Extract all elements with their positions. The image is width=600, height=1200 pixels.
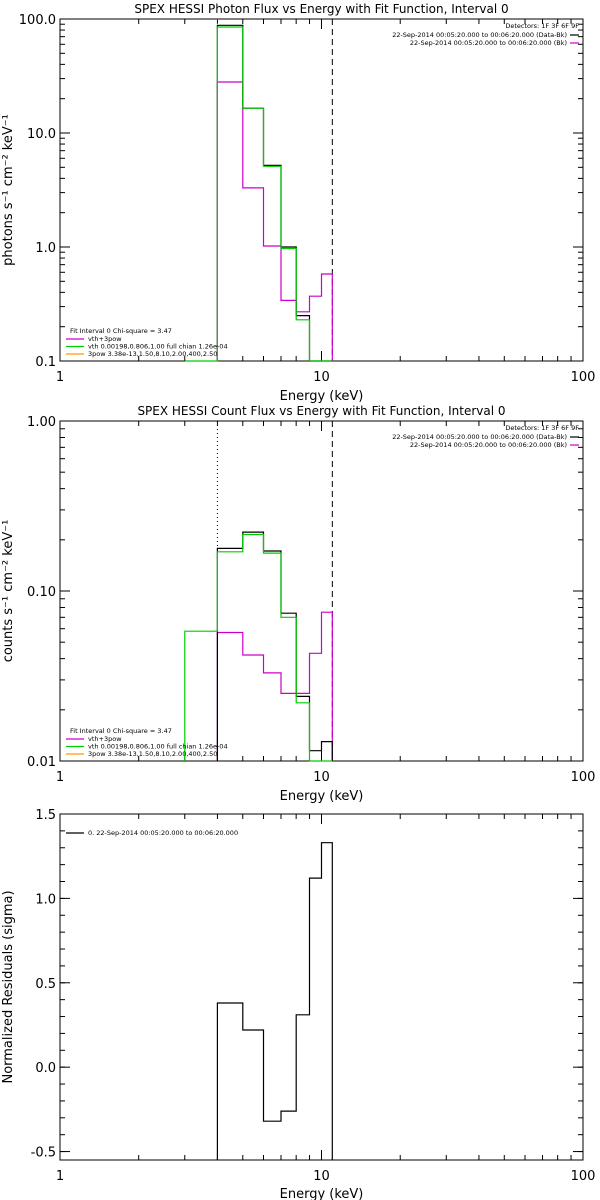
x-tick-label: 10 (313, 1169, 330, 1184)
y-tick-label: 0.0 (35, 1061, 56, 1076)
x-tick-label: 10 (313, 370, 330, 385)
y-tick-label: 0.1 (35, 355, 56, 370)
y-tick-label: 1.0 (35, 241, 56, 256)
x-tick-label: 100 (571, 370, 596, 385)
legend-entry-label: 22-Sep-2014 00:05:20.000 to 00:06:20.000… (410, 441, 567, 449)
y-tick-label: 0.5 (35, 977, 56, 992)
chart-title: SPEX HESSI Photon Flux vs Energy with Fi… (134, 2, 508, 16)
x-tick-label: 1 (56, 1169, 64, 1184)
count-flux-panel: SPEX HESSI Count Flux vs Energy with Fit… (1, 404, 595, 804)
residual-legend-label: 0. 22-Sep-2014 00:05:20.000 to 00:06:20.… (88, 829, 238, 837)
x-tick-label: 1 (56, 370, 64, 385)
fit-legend-label: vth 0.00198,0.806,1.00 full chian 1.26e-… (88, 743, 228, 751)
series-line-0 (216, 531, 333, 761)
legend-detectors: Detectors: 1F 3F 6F 9F (505, 424, 579, 432)
y-tick-label: 1.0 (35, 892, 56, 907)
y-tick-label: 0.01 (27, 755, 56, 770)
plot-frame (59, 18, 584, 362)
fit-legend-label: 3pow 3.38e-13,1.50,8.10,2.00,400,2.50 (88, 750, 217, 758)
x-axis-label: Energy (keV) (280, 1187, 364, 1200)
y-tick-label: 10.0 (27, 127, 56, 142)
photon-flux-panel: SPEX HESSI Photon Flux vs Energy with Fi… (1, 2, 595, 404)
legend-detectors: Detectors: 1F 3F 6F 9F (505, 22, 579, 30)
fit-legend-label: vth+3pow (88, 735, 122, 743)
y-tick-label: 100.0 (19, 13, 56, 28)
y-axis-label: Normalized Residuals (sigma) (1, 890, 16, 1083)
x-axis-label: Energy (keV) (280, 789, 364, 804)
series-line-1 (216, 81, 333, 361)
chart-title: SPEX HESSI Count Flux vs Energy with Fit… (137, 404, 505, 418)
residuals-panel: 1 10 100 -0.5 0.0 0.5 1.0 1.5 Energy (keV) Normal… (1, 808, 595, 1200)
fit-legend-title: Fit Interval 0 Chi-square = 3.47 (70, 727, 172, 735)
y-tick-label: 0.10 (27, 585, 56, 600)
legend-entry-label: 22-Sep-2014 00:05:20.000 to 00:06:20.000… (410, 39, 567, 47)
series-line-0 (216, 24, 333, 362)
series-line-0 (216, 842, 333, 1160)
y-axis-label: counts s⁻¹ cm⁻² keV⁻¹ (1, 520, 16, 663)
fit-legend-label: vth 0.00198,0.806,1.00 full chian 1.26e-… (88, 343, 228, 351)
y-tick-label: -0.5 (31, 1146, 56, 1161)
plot-frame (59, 420, 584, 762)
series-line-1 (216, 611, 333, 761)
x-tick-label: 1 (56, 770, 64, 785)
fit-legend-label: 3pow 3.38e-13,1.50,8.10,2.00,400,2.50 (88, 350, 217, 358)
legend-entry-label: 22-Sep-2014 00:05:20.000 to 00:06:20.000… (392, 433, 567, 441)
series-line-2 (184, 533, 333, 762)
y-tick-label: 1.5 (35, 808, 56, 823)
fit-legend-label: vth+3pow (88, 335, 122, 343)
y-tick-label: 1.00 (27, 415, 56, 430)
x-tick-label: 100 (571, 770, 596, 785)
x-tick-label: 10 (313, 770, 330, 785)
x-axis-label: Energy (keV) (280, 389, 364, 404)
series-line-2 (184, 26, 333, 362)
y-axis-label: photons s⁻¹ cm⁻² keV⁻¹ (1, 114, 16, 266)
x-tick-label: 100 (571, 1169, 596, 1184)
legend-entry-label: 22-Sep-2014 00:05:20.000 to 00:06:20.000… (392, 31, 567, 39)
fit-legend-title: Fit Interval 0 Chi-square = 3.47 (70, 327, 172, 335)
